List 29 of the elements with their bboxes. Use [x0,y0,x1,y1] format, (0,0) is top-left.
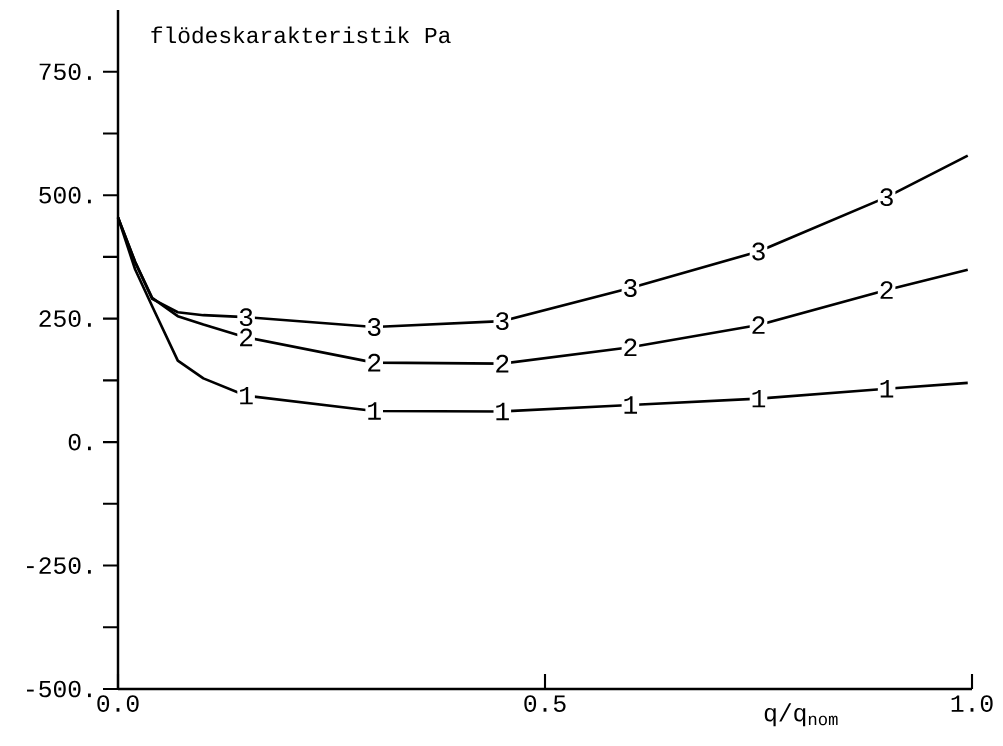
text: 1 [496,402,509,421]
x-axis-title: q/q$_{nom}$ [764,703,838,727]
series-label: 2 [496,354,509,373]
y-tick-label: -500. [27,680,91,698]
x-tick-label: 0.0 [97,695,139,712]
text: 1 [240,386,253,405]
text: 3 [880,188,893,207]
y-tick-label: 500. [39,186,91,204]
text: 3 [496,312,509,331]
series-label: 3 [239,308,253,327]
text: flödeskarakteristik Pa [151,26,451,44]
text: 3 [752,242,765,261]
text: 1 [624,396,638,414]
series-label: 1 [368,402,381,420]
text: 2 [624,338,637,357]
text: 1 [880,380,894,398]
y-tick-label: 250. [39,310,91,327]
x-tick-label: 1.0 [951,695,993,712]
text: 2 [240,328,253,347]
text: 3 [624,279,637,297]
x-tick-label: 0.5 [524,695,566,712]
text: 2 [368,353,381,372]
text: 1 [752,389,766,408]
y-tick-label: 0. [68,433,91,451]
text: 2 [880,281,893,299]
text: 3 [367,318,381,336]
y-tick-label: -250. [27,557,91,574]
y-tick-label: 750. [39,63,91,81]
text: 2 [752,316,765,334]
